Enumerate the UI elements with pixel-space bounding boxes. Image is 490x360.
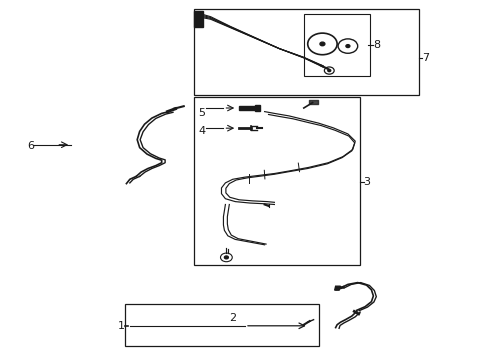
- Polygon shape: [194, 11, 203, 27]
- Text: 6: 6: [27, 141, 34, 151]
- Text: 8: 8: [373, 40, 381, 50]
- Bar: [304, 14, 370, 76]
- Text: 5: 5: [198, 108, 205, 118]
- Text: 3: 3: [364, 177, 370, 187]
- Polygon shape: [335, 286, 341, 290]
- Circle shape: [346, 45, 350, 48]
- Polygon shape: [239, 106, 255, 110]
- Text: 1: 1: [118, 321, 124, 331]
- Circle shape: [224, 256, 228, 259]
- Text: 2: 2: [229, 312, 237, 323]
- Polygon shape: [255, 105, 260, 111]
- Bar: [194, 97, 360, 265]
- Text: 7: 7: [422, 53, 430, 63]
- Text: 4: 4: [198, 126, 206, 136]
- Circle shape: [320, 42, 325, 46]
- Bar: [194, 9, 419, 95]
- Circle shape: [328, 69, 331, 72]
- Bar: [125, 304, 318, 346]
